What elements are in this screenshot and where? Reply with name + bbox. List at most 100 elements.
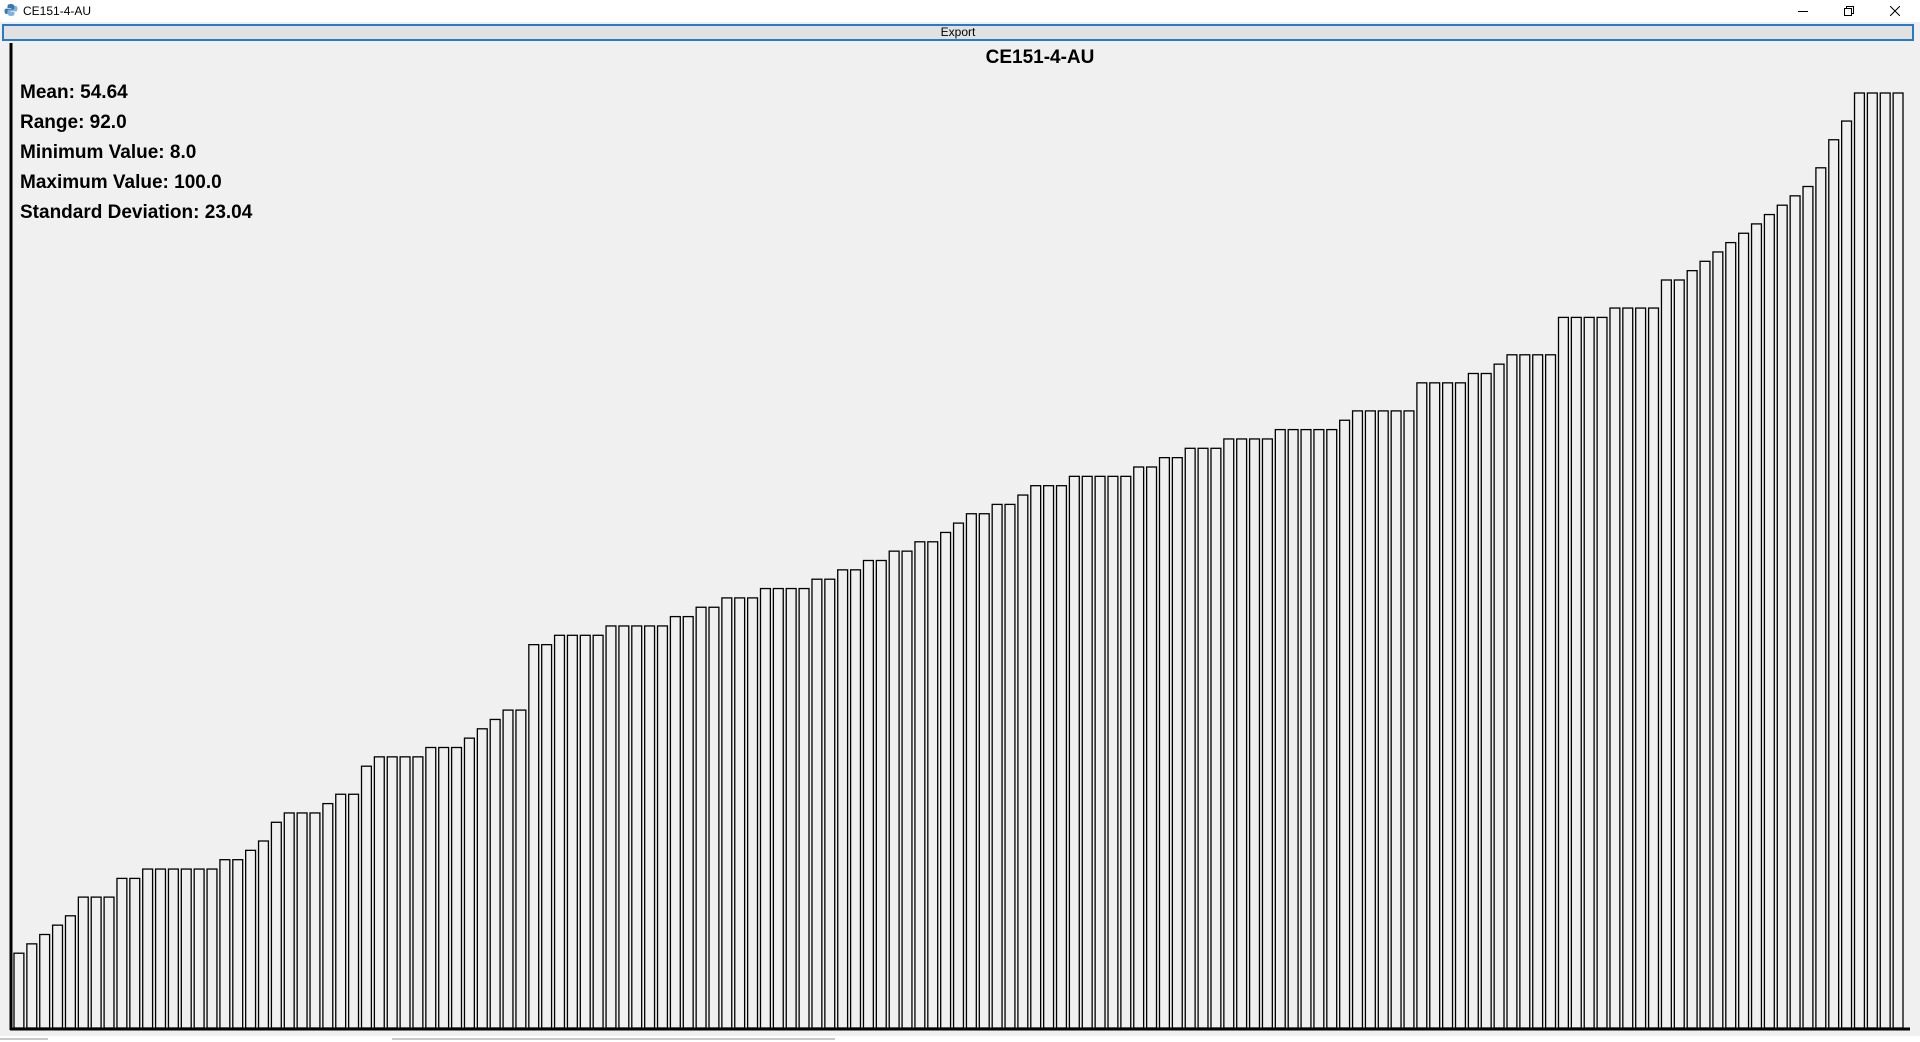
bar [1184, 447, 1196, 1029]
bar [1339, 419, 1351, 1029]
bar [270, 821, 282, 1029]
bar [386, 756, 398, 1029]
bar [1248, 438, 1261, 1029]
bar [605, 625, 617, 1029]
bar [721, 597, 733, 1029]
bar-chart [9, 43, 1910, 1031]
bar [631, 625, 643, 1029]
bar [1133, 466, 1145, 1029]
bar [1532, 354, 1544, 1029]
bar [1647, 307, 1660, 1029]
bar [1416, 382, 1428, 1029]
bar [1738, 232, 1750, 1029]
bar [515, 709, 527, 1029]
bar [309, 812, 321, 1029]
bar [978, 513, 990, 1029]
bar [412, 756, 424, 1029]
bar [1030, 485, 1042, 1029]
bar [502, 709, 514, 1029]
bar [914, 541, 926, 1029]
bar [746, 597, 759, 1029]
bar [1107, 475, 1119, 1029]
bar [1596, 316, 1608, 1029]
bar [875, 559, 887, 1029]
bar [154, 868, 167, 1029]
bar [1364, 410, 1376, 1029]
bar [1519, 354, 1531, 1029]
stat-std-dev: Standard Deviation: 23.04 [20, 202, 253, 223]
bar [77, 896, 89, 1029]
bar [901, 550, 913, 1029]
bar [682, 615, 694, 1029]
chart-title: CE151-4-AU [985, 47, 1095, 68]
bar [952, 522, 965, 1029]
bar [1068, 475, 1080, 1029]
bar [1583, 316, 1595, 1029]
bar [1454, 382, 1467, 1029]
bar [1815, 167, 1827, 1029]
bar [1763, 213, 1775, 1029]
bar [541, 644, 553, 1029]
bar [1660, 279, 1672, 1029]
bar [51, 924, 64, 1029]
bar [347, 793, 360, 1029]
bar [1043, 485, 1055, 1029]
bar [1429, 382, 1441, 1029]
bar [991, 503, 1003, 1029]
bar [1004, 503, 1016, 1029]
bar [1442, 382, 1454, 1029]
bar [399, 756, 411, 1029]
bar [772, 587, 784, 1029]
bar [759, 587, 772, 1029]
bar [849, 569, 862, 1029]
bar [1750, 223, 1763, 1029]
bar [1673, 279, 1685, 1029]
title-bar: CE151-4-AU [0, 0, 1920, 22]
bar [1506, 354, 1518, 1029]
bar [1609, 307, 1621, 1029]
bar [669, 615, 681, 1029]
bar [1236, 438, 1248, 1029]
bar [360, 765, 373, 1029]
bar [1403, 410, 1415, 1029]
bar [180, 868, 192, 1029]
bar [862, 559, 874, 1029]
window-title: CE151-4-AU [23, 4, 92, 18]
bar [579, 634, 591, 1029]
bar [785, 587, 797, 1029]
bar [1287, 428, 1299, 1029]
bar [489, 718, 501, 1029]
bar [1879, 92, 1891, 1029]
bar [219, 859, 231, 1029]
bar [335, 793, 347, 1029]
bar [206, 868, 218, 1029]
bar [193, 868, 205, 1029]
bar [257, 840, 270, 1029]
bar [965, 513, 977, 1029]
bar [1261, 438, 1273, 1029]
chart-canvas: CE151-4-AU Mean: 54.64 Range: 92.0 Minim… [0, 43, 1920, 1042]
bar [425, 746, 437, 1029]
bar [592, 634, 604, 1029]
python-icon [4, 4, 18, 16]
bar [618, 625, 630, 1029]
bar [232, 859, 244, 1029]
bar [1686, 269, 1698, 1029]
bar [1480, 372, 1492, 1029]
bar [1377, 410, 1389, 1029]
bar [940, 531, 952, 1029]
bar [927, 541, 939, 1029]
close-button[interactable] [1872, 0, 1918, 22]
bar [1892, 92, 1904, 1029]
bar [1223, 438, 1235, 1029]
export-button[interactable]: Export [2, 24, 1914, 41]
bar [1622, 307, 1634, 1029]
bar [1300, 428, 1312, 1029]
stat-maximum: Maximum Value: 100.0 [20, 172, 222, 193]
restore-button[interactable] [1826, 0, 1872, 22]
minimize-button[interactable] [1780, 0, 1826, 22]
bar [798, 587, 810, 1029]
bar [1467, 372, 1479, 1029]
bar [1274, 428, 1286, 1029]
bar [824, 578, 836, 1029]
